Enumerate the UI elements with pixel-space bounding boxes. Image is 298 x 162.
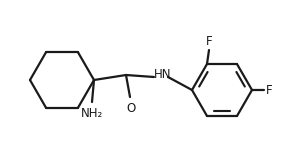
- Text: NH₂: NH₂: [81, 107, 103, 120]
- Text: F: F: [266, 83, 273, 97]
- Text: O: O: [126, 102, 136, 115]
- Text: F: F: [206, 35, 212, 48]
- Text: HN: HN: [154, 69, 172, 81]
